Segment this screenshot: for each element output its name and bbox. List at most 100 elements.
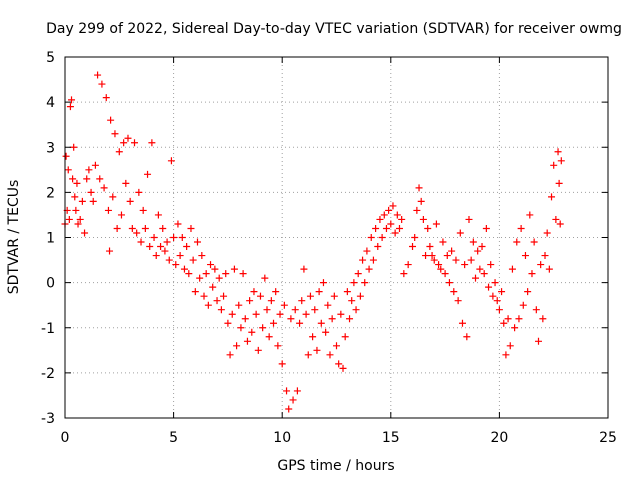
data-point [545, 265, 553, 273]
y-tick-label: 1 [46, 231, 55, 247]
x-tick-label: 25 [599, 430, 617, 446]
x-axis-label: GPS time / hours [277, 458, 394, 474]
data-point [235, 301, 243, 309]
data-point [480, 270, 488, 278]
data-point [556, 220, 564, 228]
data-point [461, 261, 469, 269]
data-point [159, 224, 167, 232]
data-point [389, 202, 397, 210]
data-point [365, 265, 373, 273]
data-point [68, 96, 76, 104]
data-point [176, 252, 184, 260]
data-point [165, 256, 173, 264]
data-point [424, 224, 432, 232]
data-point [550, 161, 558, 169]
data-point [554, 148, 562, 156]
data-point [341, 333, 349, 341]
data-point [430, 256, 438, 264]
data-point [207, 261, 215, 269]
data-point [491, 279, 499, 287]
data-point [519, 301, 527, 309]
data-point [541, 252, 549, 260]
x-tick-label: 20 [490, 430, 508, 446]
data-point [557, 157, 565, 165]
data-point [71, 193, 79, 201]
data-point [354, 270, 362, 278]
data-point [117, 211, 125, 219]
data-point [270, 319, 278, 327]
data-point [302, 310, 310, 318]
data-point [76, 215, 84, 223]
data-point [337, 310, 345, 318]
data-point [391, 229, 399, 237]
data-point [515, 315, 523, 323]
data-point [70, 143, 78, 151]
data-point [254, 346, 262, 354]
data-point [187, 224, 195, 232]
data-point [363, 247, 371, 255]
data-point [139, 206, 147, 214]
y-tick-label: -3 [41, 411, 55, 427]
data-point [495, 306, 503, 314]
data-point [224, 319, 232, 327]
data-point [202, 270, 210, 278]
data-point [467, 256, 475, 264]
data-point [126, 197, 134, 205]
data-point [274, 342, 282, 350]
data-point [511, 324, 519, 332]
data-point [439, 238, 447, 246]
data-point [485, 283, 493, 291]
data-point [454, 297, 462, 305]
data-point [417, 197, 425, 205]
data-point [315, 288, 323, 296]
data-point [339, 364, 347, 372]
data-point [198, 252, 206, 260]
data-point [304, 351, 312, 359]
data-point [135, 188, 143, 196]
data-point [513, 238, 521, 246]
x-tick-label: 5 [169, 430, 178, 446]
data-point [534, 337, 542, 345]
y-tick-label: 5 [46, 50, 55, 66]
data-point [243, 337, 251, 345]
data-point [228, 310, 236, 318]
data-point [109, 193, 117, 201]
data-point [278, 360, 286, 368]
data-point [191, 288, 199, 296]
data-point [382, 224, 390, 232]
data-point [73, 179, 81, 187]
data-point [133, 229, 141, 237]
data-point [161, 247, 169, 255]
data-point [72, 206, 80, 214]
data-point [452, 256, 460, 264]
data-point [217, 306, 225, 314]
y-tick-label: -1 [41, 321, 55, 337]
data-point [293, 387, 301, 395]
data-point [450, 288, 458, 296]
data-point [283, 387, 291, 395]
data-point [124, 134, 132, 142]
data-point [157, 243, 165, 251]
data-point [482, 224, 490, 232]
data-point [83, 175, 91, 183]
data-point [180, 265, 188, 273]
data-point [85, 166, 93, 174]
data-point [398, 215, 406, 223]
data-point [62, 152, 70, 160]
data-point [335, 360, 343, 368]
x-tick-label: 10 [273, 430, 291, 446]
data-point [487, 261, 495, 269]
data-point [498, 288, 506, 296]
data-point [504, 315, 512, 323]
data-point [152, 252, 160, 260]
data-point [141, 224, 149, 232]
data-point [476, 265, 484, 273]
data-point [313, 346, 321, 354]
data-point [91, 161, 99, 169]
data-point [502, 351, 510, 359]
data-point [111, 130, 119, 138]
data-point [296, 319, 304, 327]
data-point [352, 306, 360, 314]
